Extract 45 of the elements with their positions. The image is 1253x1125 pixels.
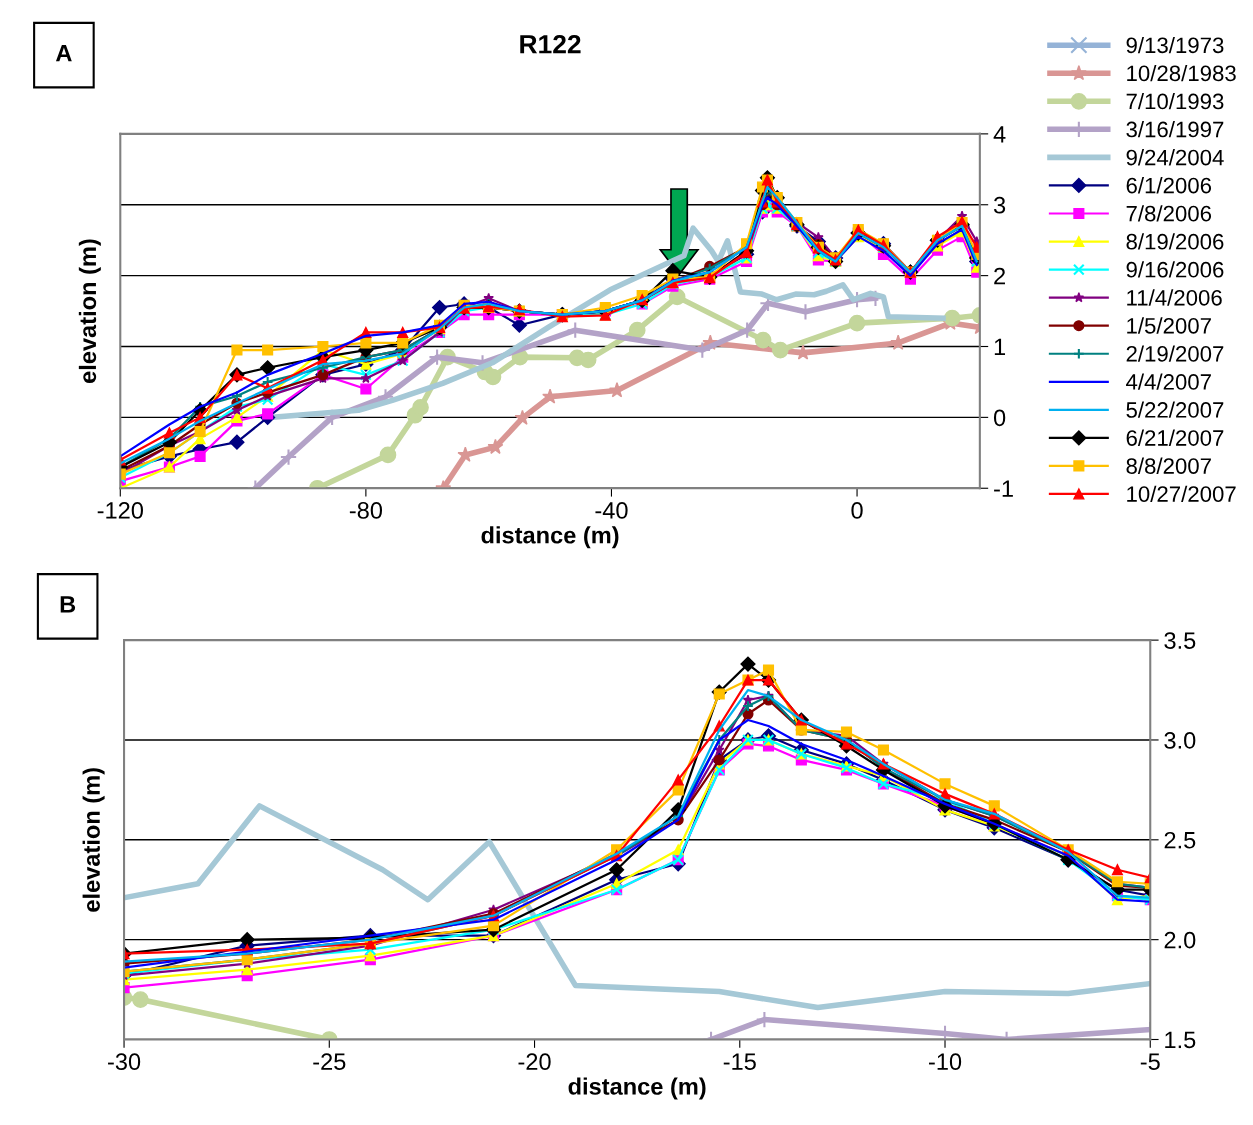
x-tick-label: -25 bbox=[313, 1053, 346, 1071]
y-tick-label: 2 bbox=[994, 267, 1005, 285]
x-tick-label: -5 bbox=[1140, 1053, 1160, 1071]
y-axis-title: elevation (m) bbox=[82, 768, 105, 912]
x-tick-label: -10 bbox=[929, 1053, 962, 1071]
x-tick-label: -40 bbox=[595, 502, 628, 519]
y-tick-label: 4 bbox=[993, 126, 1006, 143]
legend-label: 5/22/2007 bbox=[1126, 401, 1224, 418]
legend-label: 7/10/1993 bbox=[1126, 92, 1224, 110]
x-tick-label: -30 bbox=[108, 1053, 141, 1071]
legend-label: 10/27/2007 bbox=[1127, 485, 1236, 502]
legend-label: 1/5/2007 bbox=[1127, 317, 1211, 334]
x-tick-label: -120 bbox=[97, 502, 143, 519]
text: B bbox=[60, 596, 76, 613]
legend-label: 10/28/1983 bbox=[1127, 64, 1236, 82]
y-tick-label: 0 bbox=[993, 409, 1006, 427]
legend-label: 7/8/2006 bbox=[1126, 205, 1212, 222]
y-tick-label: -1 bbox=[994, 480, 1013, 497]
x-axis-title: distance (m) bbox=[481, 526, 619, 549]
x-tick-label: -80 bbox=[349, 502, 383, 519]
legend-label: 9/16/2006 bbox=[1126, 261, 1224, 278]
y-tick-label: 2.0 bbox=[1164, 931, 1196, 949]
legend-label: 2/19/2007 bbox=[1126, 345, 1224, 362]
legend-label: 6/1/2006 bbox=[1126, 177, 1212, 194]
legend-label: 11/4/2006 bbox=[1127, 289, 1222, 306]
legend-label: 9/24/2004 bbox=[1126, 149, 1224, 166]
y-tick-label: 1.5 bbox=[1165, 1031, 1196, 1049]
legend-label: 9/13/1973 bbox=[1126, 36, 1224, 54]
y-tick-label: 3.5 bbox=[1164, 632, 1196, 649]
x-axis-title: distance (m) bbox=[568, 1077, 706, 1100]
text: A bbox=[55, 44, 72, 62]
y-tick-label: 1 bbox=[994, 338, 1006, 356]
legend-label: 8/8/2007 bbox=[1126, 457, 1211, 474]
y-tick-label: 3.0 bbox=[1164, 732, 1196, 749]
y-tick-label: 3 bbox=[993, 196, 1006, 214]
x-tick-label: -15 bbox=[723, 1053, 756, 1071]
y-tick-label: 2.5 bbox=[1164, 831, 1196, 849]
y-axis-title: elevation (m) bbox=[78, 239, 101, 383]
legend-label: 6/21/2007 bbox=[1126, 429, 1224, 446]
legend-label: 4/4/2007 bbox=[1126, 373, 1211, 390]
legend-label: 8/19/2006 bbox=[1126, 233, 1224, 250]
chart-title: R122 bbox=[520, 34, 581, 54]
legend-label: 3/16/1997 bbox=[1126, 121, 1224, 138]
x-tick-label: -20 bbox=[518, 1053, 551, 1071]
x-tick-label: 0 bbox=[851, 502, 863, 519]
